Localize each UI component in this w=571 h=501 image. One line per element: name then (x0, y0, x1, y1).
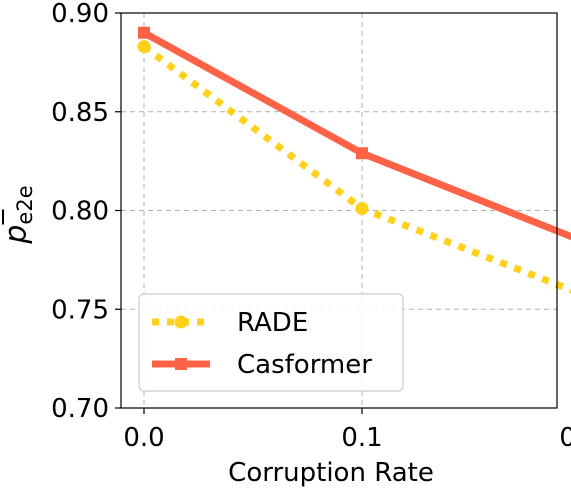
x-tick-label-1: 0.1 (341, 423, 382, 453)
svg-text:pe2e: pe2e (0, 185, 37, 244)
x-axis-label: Corruption Rate (228, 458, 434, 488)
y-tick-label-0: 0.70 (51, 394, 109, 424)
legend-marker-casformer (175, 358, 187, 370)
x-tick-label-2: 0.2 (559, 423, 571, 453)
x-tick-label-0: 0.0 (123, 423, 164, 453)
y-tick-label-2: 0.80 (51, 197, 109, 227)
point-casformer-0 (138, 26, 150, 39)
y-tick-label-4: 0.90 (51, 0, 109, 29)
ticks: 0.0 0.1 0.2 0.70 0.75 0.80 0.85 0.90 (51, 0, 571, 453)
point-rade-1 (355, 202, 369, 216)
point-rade-0 (137, 40, 151, 54)
y-axis-label-symbol: p (0, 225, 34, 245)
legend-label-rade: RADE (237, 308, 308, 338)
point-casformer-1 (356, 147, 368, 160)
legend: RADE Casformer (138, 293, 404, 392)
y-axis-label: pe2e (0, 185, 37, 244)
legend-label-casformer: Casformer (237, 350, 372, 380)
series-layer (137, 26, 571, 294)
legend-marker-rade (174, 315, 188, 329)
series-line-rade (141, 43, 571, 294)
y-tick-label-3: 0.85 (51, 98, 109, 128)
y-axis-label-subscript: e2e (13, 185, 37, 224)
y-tick-label-1: 0.75 (51, 295, 109, 325)
